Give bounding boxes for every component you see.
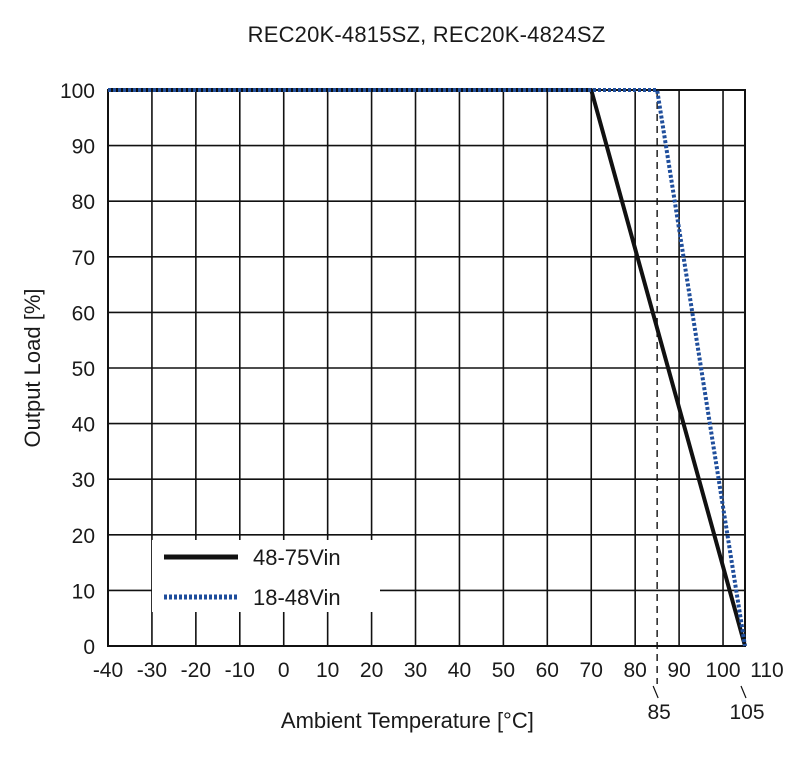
y-tick-label: 30 bbox=[72, 469, 95, 492]
y-tick-label: 20 bbox=[72, 525, 95, 548]
chart-title: REC20K-4815SZ, REC20K-4824SZ bbox=[247, 22, 606, 47]
y-tick-label: 90 bbox=[72, 136, 95, 159]
x-tick-label: 90 bbox=[667, 659, 690, 682]
x-tick-label: 0 bbox=[278, 659, 290, 682]
x-tick-label: -40 bbox=[93, 659, 123, 682]
grid bbox=[108, 90, 745, 646]
y-tick-label: 50 bbox=[72, 358, 95, 381]
y-tick-label: 60 bbox=[72, 302, 95, 325]
x-tick-label: 100 bbox=[706, 659, 741, 682]
x-tick-label: 20 bbox=[360, 659, 383, 682]
x-tick-label: 80 bbox=[623, 659, 646, 682]
x-tick-label: -20 bbox=[181, 659, 211, 682]
y-tick-label: 10 bbox=[72, 580, 95, 603]
extra-tick-mark bbox=[740, 685, 747, 699]
x-tick-label: -30 bbox=[137, 659, 167, 682]
y-tick-label: 100 bbox=[60, 80, 95, 103]
extra-tick-mark bbox=[652, 685, 659, 699]
x-tick-label: 30 bbox=[404, 659, 427, 682]
y-tick-label: 80 bbox=[72, 191, 95, 214]
series bbox=[108, 88, 747, 647]
legend-label: 18-48Vin bbox=[253, 585, 341, 610]
x-tick-label: -10 bbox=[225, 659, 255, 682]
x-tick-labels: -40 -30 -20 -10 0 10 20 30 40 50 60 70 80 90 100 110 85 1… bbox=[93, 659, 784, 724]
extra-x-tick-label: 105 bbox=[729, 701, 764, 724]
x-tick-label: 40 bbox=[448, 659, 471, 682]
legend-label: 48-75Vin bbox=[253, 545, 341, 570]
y-tick-labels: 0 10 20 30 40 50 60 70 80 90 100 bbox=[60, 80, 95, 659]
x-tick-label: 110 bbox=[750, 659, 783, 682]
y-tick-label: 40 bbox=[72, 414, 95, 437]
x-tick-label: 60 bbox=[536, 659, 559, 682]
x-tick-label: 70 bbox=[580, 659, 603, 682]
y-axis-title: Output Load [%] bbox=[20, 289, 45, 448]
x-tick-label: 10 bbox=[316, 659, 339, 682]
legend: 48-75Vin 18-48Vin bbox=[152, 540, 380, 612]
extra-x-tick-label: 85 bbox=[647, 701, 670, 724]
legend-box bbox=[152, 540, 380, 612]
x-tick-label: 50 bbox=[492, 659, 515, 682]
x-axis-title: Ambient Temperature [°C] bbox=[281, 708, 534, 733]
y-tick-label: 0 bbox=[83, 636, 95, 659]
y-tick-label: 70 bbox=[72, 247, 95, 270]
